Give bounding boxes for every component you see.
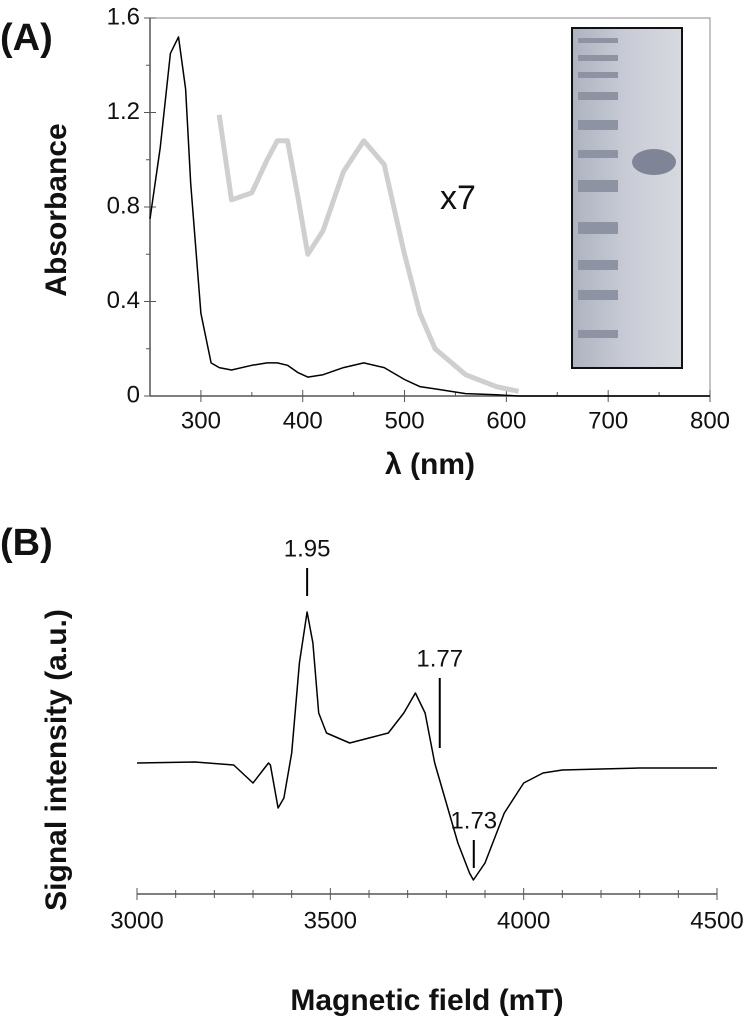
x-axis-label: Magnetic field (mT) — [290, 984, 563, 1017]
gel-bands — [578, 38, 676, 338]
x-tick-label: 300 — [181, 407, 221, 434]
x-tick-label: 400 — [283, 407, 323, 434]
y-tick-label: 1.2 — [107, 98, 140, 125]
x-tick-label: 4500 — [690, 907, 743, 934]
gel-inset — [571, 27, 683, 369]
x-axis-label: λ (nm) — [385, 448, 475, 481]
x-tick-label: 3000 — [110, 907, 163, 934]
data-line — [136, 611, 717, 881]
annotation: x7 — [440, 179, 476, 217]
x-tick-label: 700 — [588, 407, 628, 434]
x-tick-label: 3500 — [304, 907, 357, 934]
g-value-label: 1.77 — [416, 645, 463, 672]
x-tick-label: 500 — [385, 407, 425, 434]
panel-label: (B) — [0, 522, 53, 564]
y-axis-label: Signal intensity (a.u.) — [40, 609, 73, 911]
data-line — [149, 36, 710, 397]
g-value-label: 1.73 — [450, 807, 497, 834]
data-line — [216, 114, 520, 394]
x-tick-label: 800 — [690, 407, 730, 434]
g-value-label: 1.95 — [284, 535, 331, 562]
y-tick-label: 0.8 — [107, 192, 140, 219]
panel-label: (A) — [0, 17, 53, 59]
y-tick-label: 0 — [127, 381, 140, 408]
y-tick-label: 1.6 — [107, 3, 140, 30]
y-axis-label: Absorbance — [40, 123, 73, 296]
x-tick-label: 4000 — [497, 907, 550, 934]
x-tick-label: 600 — [486, 407, 526, 434]
gel-image — [571, 27, 683, 369]
y-tick-label: 0.4 — [107, 287, 140, 314]
